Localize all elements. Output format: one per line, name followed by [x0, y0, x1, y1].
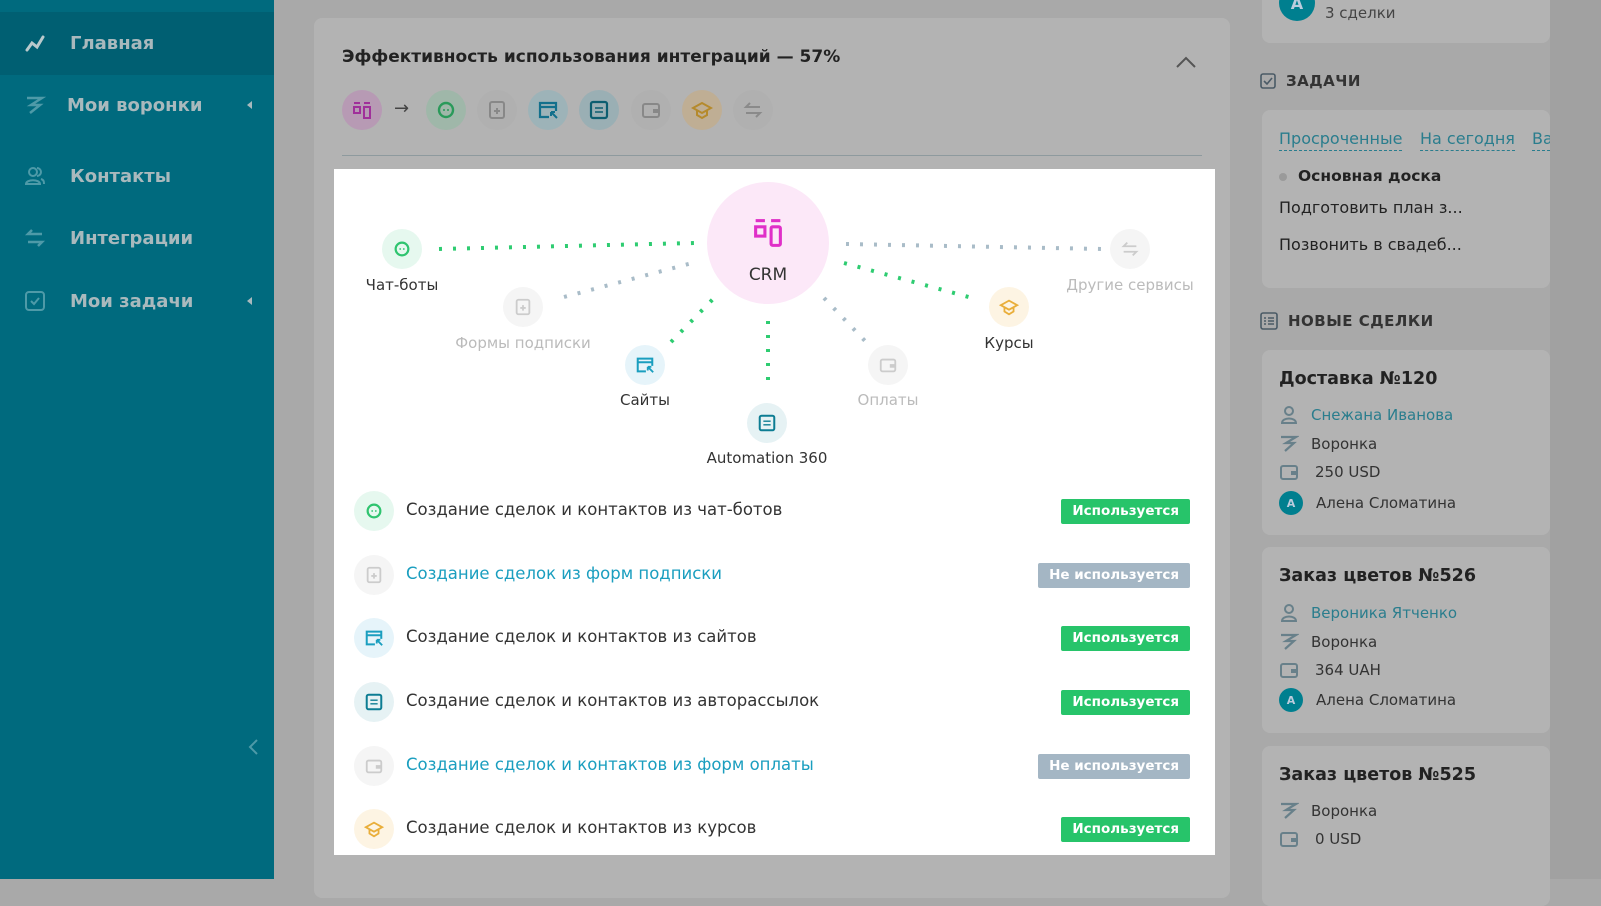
collapse-sidebar-icon[interactable]	[246, 738, 262, 756]
crm-icon	[342, 90, 382, 130]
status-badge: Используется	[1061, 626, 1190, 651]
integration-row: Создание сделок и контактов из курсов Ис…	[354, 809, 1190, 849]
line-sites	[669, 294, 718, 344]
line-payments	[822, 296, 868, 344]
wallet-icon	[1280, 465, 1298, 480]
courses-icon	[354, 809, 394, 849]
subscription-form-icon	[354, 555, 394, 595]
node-chatbots[interactable]	[382, 229, 422, 269]
tab-today[interactable]: На сегодня	[1420, 129, 1515, 151]
sidebar-item-funnels[interactable]: Мои воронки	[0, 74, 274, 136]
deal-card[interactable]: Заказ цветов №526 Вероника Ятченко Ворон…	[1262, 547, 1550, 733]
chevron-left-icon	[247, 297, 252, 305]
tab-overdue[interactable]: Просроченные	[1279, 129, 1403, 151]
other-services-icon	[733, 90, 773, 130]
row-link[interactable]: Создание сделок и контактов из форм опла…	[406, 755, 814, 774]
task-item[interactable]: Подготовить план з...	[1279, 198, 1463, 217]
summary-card: А 3 сделки	[1262, 0, 1550, 43]
deal-card[interactable]: Заказ цветов №525 Воронка 0 USD	[1262, 746, 1550, 906]
automation-icon	[579, 90, 619, 130]
node-other-services[interactable]	[1110, 229, 1150, 269]
connection-lines	[438, 241, 1103, 384]
tasks-card	[1262, 110, 1550, 288]
integration-row: Создание сделок из форм подписки Не испо…	[354, 555, 1190, 595]
deal-card[interactable]: Доставка №120 Снежана Иванова Воронка 25…	[1262, 350, 1550, 535]
status-badge: Не используется	[1038, 754, 1190, 779]
contacts-icon	[24, 167, 45, 185]
sidebar-item-contacts[interactable]: Контакты	[0, 145, 274, 207]
funnel-icon	[1281, 633, 1299, 650]
chevron-up-icon[interactable]	[1175, 52, 1197, 72]
funnel-icon	[1281, 802, 1299, 819]
node-forms[interactable]	[503, 287, 543, 327]
funnel-icon	[1281, 435, 1299, 452]
avatar: А	[1279, 688, 1303, 712]
status-badge: Используется	[1061, 499, 1190, 524]
website-icon	[354, 618, 394, 658]
sidebar-item-home[interactable]: Главная	[0, 12, 274, 75]
funnel-icon	[26, 96, 46, 114]
crm-icon	[754, 219, 782, 247]
status-badge: Не используется	[1038, 563, 1190, 588]
crm-node: CRM	[707, 182, 829, 304]
line-chatbots	[438, 241, 695, 251]
automation-icon	[354, 682, 394, 722]
list-icon	[1260, 312, 1278, 330]
status-badge: Используется	[1061, 817, 1190, 842]
chatbot-icon	[354, 491, 394, 531]
status-badge: Используется	[1061, 690, 1190, 715]
divider	[342, 155, 1202, 156]
website-icon	[528, 90, 568, 130]
row-link[interactable]: Создание сделок из форм подписки	[406, 564, 722, 583]
sidebar: Главная Мои воронки Контакты Интеграции …	[0, 0, 274, 879]
line-courses	[843, 261, 977, 301]
arrow-right-icon: →	[394, 98, 410, 119]
contact-icon	[1280, 406, 1298, 424]
payments-icon	[354, 746, 394, 786]
wallet-icon	[1280, 663, 1298, 678]
sidebar-item-tasks[interactable]: Мои задачи	[0, 270, 274, 332]
avatar: А	[1279, 0, 1315, 21]
node-automation[interactable]	[747, 403, 787, 443]
node-courses[interactable]	[989, 287, 1029, 327]
node-sites[interactable]	[625, 345, 665, 385]
line-forms	[563, 260, 697, 299]
tasks-icon	[25, 291, 45, 311]
integration-row: Создание сделок и контактов из чат-ботов…	[354, 491, 1190, 531]
chart-line-icon	[25, 35, 45, 51]
chatbot-icon	[426, 90, 466, 130]
sidebar-item-integrations[interactable]: Интеграции	[0, 207, 274, 269]
integration-row: Создание сделок и контактов из форм опла…	[354, 746, 1190, 786]
integration-row: Создание сделок и контактов из сайтов Ис…	[354, 618, 1190, 658]
payments-icon	[631, 90, 671, 130]
contact-icon	[1280, 604, 1298, 622]
integrations-icon	[24, 229, 46, 247]
node-payments[interactable]	[868, 345, 908, 385]
board-dot	[1279, 173, 1287, 181]
new-deals-header: НОВЫЕ СДЕЛКИ	[1260, 312, 1434, 330]
chevron-left-icon	[247, 101, 252, 109]
tasks-header: ЗАДАЧИ	[1260, 72, 1361, 90]
task-item[interactable]: Позвонить в свадеб...	[1279, 235, 1462, 254]
checkbox-icon	[1260, 73, 1276, 89]
courses-icon	[682, 90, 722, 130]
subscription-form-icon	[477, 90, 517, 130]
line-other	[845, 242, 1103, 251]
scroll-strip	[1550, 0, 1601, 879]
avatar: А	[1279, 491, 1303, 515]
wallet-icon	[1280, 832, 1298, 847]
tab-all[interactable]: Ва	[1532, 129, 1550, 151]
card-title: Эффективность использования интеграций —…	[342, 47, 841, 67]
integration-row: Создание сделок и контактов из авторассы…	[354, 682, 1190, 722]
